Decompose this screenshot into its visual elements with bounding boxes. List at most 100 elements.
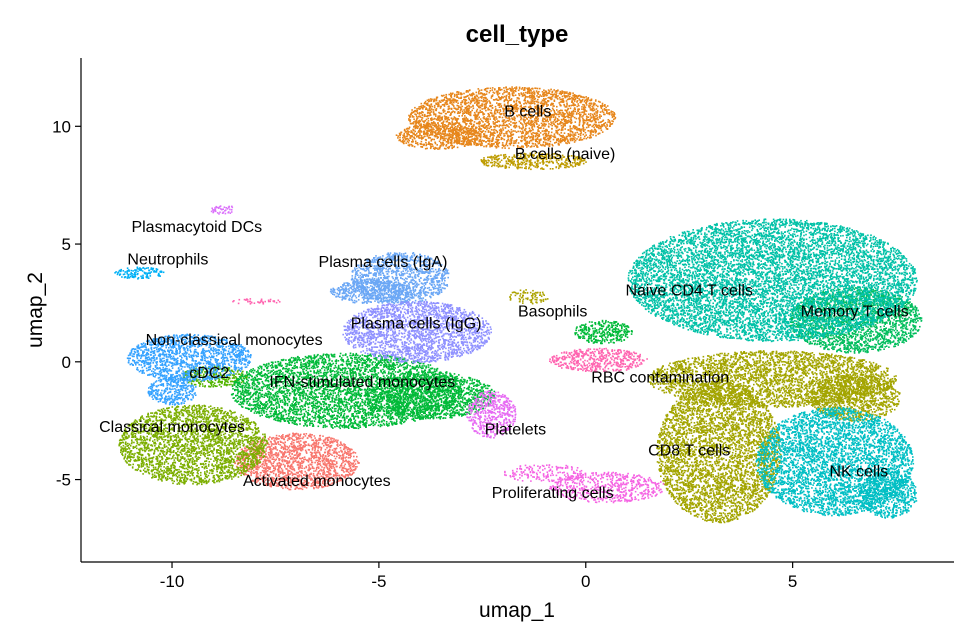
data-point [483,130,485,132]
data-point [463,96,465,98]
data-point [418,123,420,125]
data-point [547,121,549,123]
data-point [599,114,601,116]
data-point [566,102,568,104]
data-point [547,93,549,95]
data-point [545,90,547,92]
data-point [418,116,420,118]
data-point [518,101,520,103]
data-point [421,103,423,105]
data-point [289,445,291,447]
data-point [448,94,450,96]
data-point [470,111,472,113]
data-point [504,147,506,149]
data-point [323,445,325,447]
data-point [269,460,271,462]
data-point [599,116,601,118]
data-point [340,455,342,457]
data-point [484,89,486,91]
data-point [455,119,457,121]
data-point [537,99,539,101]
data-point [316,467,318,469]
data-point [530,90,532,92]
data-point [330,437,332,439]
data-point [590,113,592,115]
data-point [425,120,427,122]
data-point [278,438,280,440]
data-point [344,451,346,453]
data-point [500,135,502,137]
data-point [464,115,466,117]
data-point [344,444,346,446]
data-point [573,95,575,97]
data-point [322,443,324,445]
data-point [513,142,515,144]
data-point [297,433,299,435]
data-point [479,100,481,102]
data-point [447,98,449,100]
data-point [583,121,585,123]
data-point [574,108,576,110]
data-point [346,470,348,472]
data-point [454,116,456,118]
data-point [297,446,299,448]
data-point [266,463,268,465]
data-point [543,128,545,130]
data-point [600,128,602,130]
data-point [453,102,455,104]
data-point [308,466,310,468]
data-point [499,106,501,108]
data-point [296,462,298,464]
data-point [534,126,536,128]
data-point [536,95,538,97]
data-point [411,109,413,111]
data-point [282,434,284,436]
data-point [299,447,301,449]
data-point [341,451,343,453]
data-point [483,140,485,142]
data-point [331,466,333,468]
data-point [510,132,512,134]
data-point [418,121,420,123]
data-point [313,444,315,446]
data-point [461,93,463,95]
data-point [500,110,502,112]
data-point [303,434,305,436]
data-point [296,439,298,441]
data-point [315,460,317,462]
data-point [478,92,480,94]
data-point [247,449,249,451]
data-point [554,142,556,144]
data-point [584,101,586,103]
data-point [339,444,341,446]
data-point [289,470,291,472]
data-point [568,95,570,97]
data-point [560,94,562,96]
data-point [569,121,571,123]
data-point [292,462,294,464]
data-point [483,94,485,96]
data-point [460,124,462,126]
data-point [444,105,446,107]
data-point [579,128,581,130]
data-point [432,109,434,111]
data-point [298,441,300,443]
data-point [302,438,304,440]
data-point [607,128,609,130]
data-point [529,91,531,93]
data-point [314,448,316,450]
data-point [494,92,496,94]
data-point [524,135,526,137]
data-point [419,120,421,122]
data-point [580,137,582,139]
data-point [531,133,533,135]
data-point [458,111,460,113]
data-point [428,118,430,120]
data-point [315,470,317,472]
data-point [293,456,295,458]
data-point [589,130,591,132]
data-point [500,114,502,116]
data-point [336,453,338,455]
data-point [465,99,467,101]
data-point [304,446,306,448]
